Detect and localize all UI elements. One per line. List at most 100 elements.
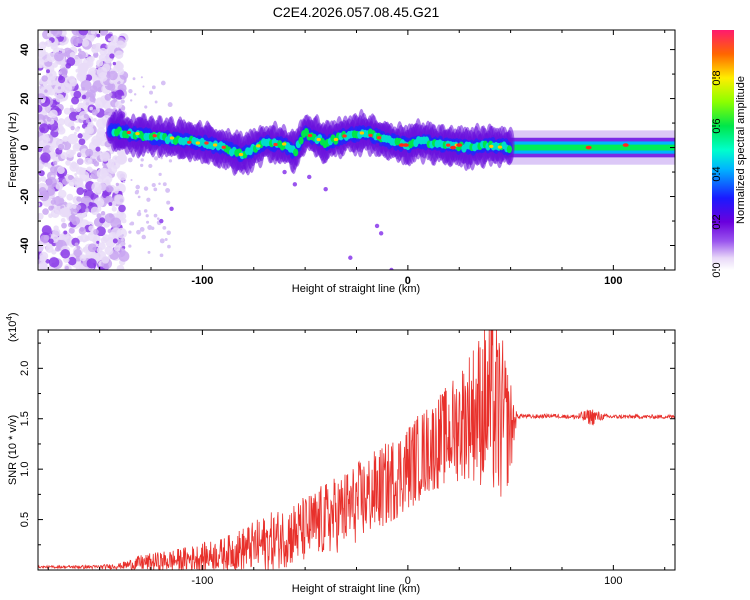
snr-panel: -100 0 100 0.5 1.0 1.5 2.0 Height of straight … [5, 312, 676, 595]
noise-point [108, 202, 113, 206]
noise-point [58, 76, 66, 84]
noise-point [159, 218, 164, 224]
y-tick-label: 1.5 [19, 411, 31, 426]
noise-point [79, 170, 90, 182]
noise-point [83, 189, 88, 193]
noise-point [90, 206, 100, 216]
noise-point [41, 75, 48, 82]
noise-point [158, 182, 161, 185]
colorbar: 0.0 0.2 0.4 0.6 0.8 Normalized spectral ampl… [711, 30, 747, 278]
noise-point [120, 241, 125, 247]
noise-point [84, 235, 90, 242]
ridge-peak [402, 143, 409, 147]
noise-point [142, 85, 145, 88]
noise-point [116, 153, 128, 165]
colorbar-tick-label: 0.6 [711, 118, 723, 133]
noise-point [57, 143, 65, 151]
snr-xlabel: Height of straight line (km) [292, 583, 420, 595]
noise-point [160, 80, 166, 86]
noise-point [114, 100, 123, 109]
noise-point [70, 125, 75, 131]
noise-point [169, 206, 174, 211]
ridge-peak [450, 145, 457, 150]
noise-point [57, 123, 62, 128]
noise-point [96, 127, 106, 136]
noise-point [38, 104, 43, 113]
noise-point [38, 240, 45, 252]
noise-point [136, 229, 141, 235]
noise-point [146, 220, 150, 224]
noise-point [92, 44, 97, 49]
noise-point [57, 166, 65, 174]
noise-point [74, 127, 80, 132]
noise-point [153, 156, 159, 161]
noise-point [38, 212, 44, 220]
noise-point [110, 217, 122, 229]
noise-point [96, 33, 101, 38]
ridge-peak [316, 137, 321, 142]
noise-point [117, 68, 125, 76]
noise-point [41, 99, 46, 104]
ridge-peak [204, 141, 209, 145]
noise-point [143, 186, 149, 191]
noise-point [67, 133, 79, 145]
noise-point [38, 142, 44, 149]
noise-point [53, 160, 58, 166]
noise-point [127, 157, 133, 163]
noise-point [137, 195, 141, 199]
noise-point [44, 39, 53, 48]
noise-point [151, 182, 156, 188]
noise-point [87, 121, 94, 129]
ridge-core [293, 148, 299, 157]
ridge-peak [187, 140, 192, 144]
noise-point [153, 213, 158, 218]
noise-point [141, 234, 146, 240]
noise-point [83, 133, 91, 140]
x-tick-label: -100 [191, 275, 213, 287]
noise-point [113, 245, 121, 252]
noise-point [91, 135, 103, 147]
noise-point [60, 217, 66, 223]
noise-point [85, 74, 93, 82]
noise-point [168, 159, 173, 163]
noise-point [77, 50, 87, 59]
noise-point [148, 163, 153, 169]
colorbar-ticks: 0.0 0.2 0.4 0.6 0.8 [711, 70, 723, 277]
noise-point [38, 165, 43, 171]
noise-point [162, 225, 167, 230]
noise-point [87, 243, 97, 253]
ridge-peak [445, 143, 451, 147]
noise-point [77, 73, 82, 78]
noise-point [110, 35, 119, 44]
noise-point [65, 62, 72, 69]
noise-point [42, 208, 49, 215]
noise-point [38, 51, 50, 63]
noise-point [90, 30, 96, 35]
colorbar-tick-label: 0.4 [711, 166, 723, 181]
noise-point [61, 222, 67, 229]
noise-point [164, 238, 168, 242]
noise-point [88, 225, 95, 232]
noise-point [68, 75, 76, 83]
noise-point [42, 146, 48, 152]
noise-point [130, 178, 133, 182]
noise-point [49, 109, 58, 118]
colorbar-tick-label: 0.2 [711, 214, 723, 229]
noise-point [67, 256, 77, 266]
noise-point [122, 180, 126, 184]
noise-point [43, 162, 49, 168]
noise-point [100, 211, 106, 216]
noise-point [167, 244, 171, 249]
noise-point [59, 67, 68, 76]
noise-point [112, 61, 117, 66]
noise-point [75, 204, 82, 210]
noise-point [38, 202, 41, 207]
noise-point [68, 111, 79, 122]
noise-point [139, 227, 145, 232]
noise-point [55, 93, 65, 103]
noise-point [78, 138, 86, 146]
noise-point [89, 37, 95, 42]
noise-point [138, 209, 141, 213]
noise-point [136, 211, 142, 217]
